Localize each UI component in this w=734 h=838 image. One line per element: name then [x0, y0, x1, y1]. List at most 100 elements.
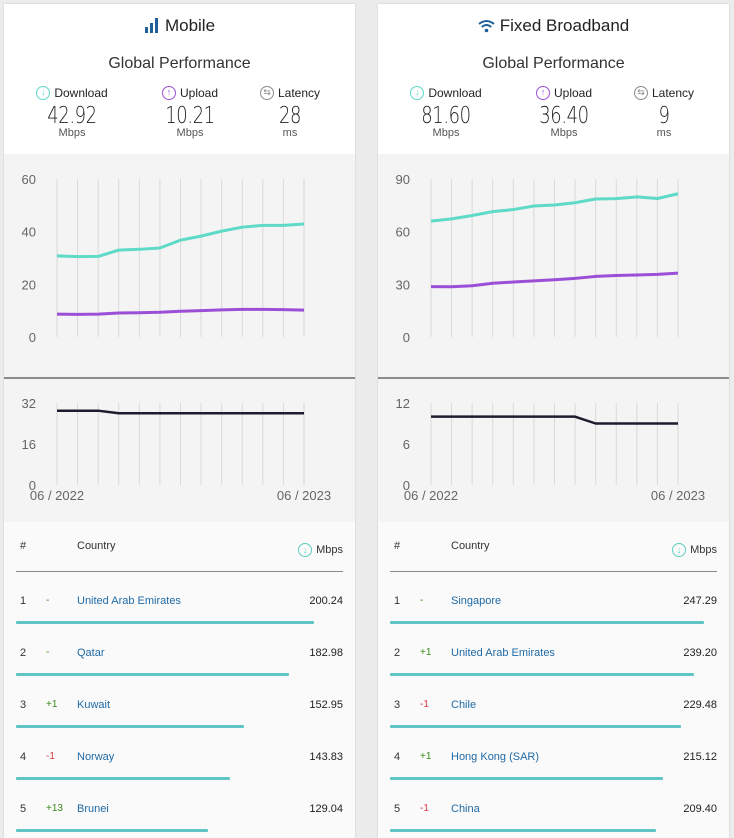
- ranking-row[interactable]: 5 +13 Brunei 129.04: [16, 782, 343, 834]
- rank-change: -: [420, 595, 424, 606]
- metric-value: 42.92: [47, 103, 97, 129]
- col-country: Country: [451, 540, 490, 552]
- country-link[interactable]: United Arab Emirates: [77, 595, 181, 607]
- upload-arrow-icon: ↑: [535, 85, 550, 100]
- wifi-icon: [478, 20, 495, 33]
- rank-change: -1: [46, 751, 55, 762]
- country-speed: 247.29: [683, 595, 717, 607]
- speed-bar: [390, 725, 682, 728]
- y-tick-label: 60: [22, 172, 36, 187]
- panel-title[interactable]: Fixed Broadband: [378, 16, 729, 36]
- latency-arrows-icon: ⇆: [633, 85, 648, 100]
- speed-bar: [16, 673, 289, 676]
- panel-header: Fixed Broadband Global Performance ↓ Down…: [378, 4, 729, 154]
- ranking-row[interactable]: 2 +1 United Arab Emirates 239.20: [390, 626, 717, 678]
- y-tick-label: 90: [396, 172, 410, 187]
- metric-label: Download: [54, 85, 108, 100]
- metric-download: ↓ Download 81.60 Mbps: [396, 82, 496, 139]
- rank-change: -1: [420, 803, 429, 814]
- metric-download: ↓ Download 42.92 Mbps: [22, 82, 122, 139]
- metric-unit: Mbps: [432, 127, 460, 139]
- ranking-table: # Country ↓ Mbps 1 - Singapore 247.29 2 +1 Unit…: [378, 522, 729, 838]
- upload-line[interactable]: [430, 271, 679, 289]
- speed-bar: [390, 673, 694, 676]
- col-speed-label: Mbps: [690, 544, 717, 556]
- rank-number: 3: [394, 699, 401, 711]
- col-speed: ↓ Mbps: [672, 543, 717, 557]
- country-speed: 152.95: [309, 699, 343, 711]
- country-speed: 209.40: [683, 803, 717, 815]
- speed-latency-chart[interactable]: 0 20 40 60 0 16 32 06 / 2022 06 / 2023: [4, 154, 355, 522]
- download-line[interactable]: [56, 222, 305, 259]
- metric-unit: ms: [282, 127, 298, 139]
- speed-bar: [390, 777, 664, 780]
- panel-title[interactable]: Mobile: [4, 16, 355, 36]
- ranking-row[interactable]: 3 -1 Chile 229.48: [390, 678, 717, 730]
- ranking-row[interactable]: 5 -1 China 209.40: [390, 782, 717, 834]
- country-link[interactable]: Singapore: [451, 595, 502, 607]
- rank-change: +13: [46, 803, 63, 814]
- country-link[interactable]: Norway: [77, 751, 115, 763]
- metric-label: Latency: [277, 85, 321, 100]
- col-rank: #: [394, 540, 401, 552]
- download-arrow-icon: ↓: [672, 543, 687, 557]
- metric-value: 9: [658, 103, 670, 129]
- mobile-panel: Mobile Global Performance ↓ Download 42.9…: [4, 4, 355, 838]
- y-tick-label: 12: [396, 396, 410, 411]
- rank-change: +1: [420, 647, 432, 658]
- y-tick-label: 6: [403, 437, 410, 452]
- fixed-broadband-panel: Fixed Broadband Global Performance ↓ Down…: [378, 4, 729, 838]
- rank-number: 4: [394, 751, 401, 763]
- country-link[interactable]: Chile: [451, 699, 477, 711]
- ranking-row[interactable]: 3 +1 Kuwait 152.95: [16, 678, 343, 730]
- ranking-row[interactable]: 4 -1 Norway 143.83: [16, 730, 343, 782]
- rank-number: 4: [20, 751, 27, 763]
- country-link[interactable]: United Arab Emirates: [451, 647, 555, 659]
- speed-chart-area[interactable]: 0 20 40 60 0 16 32 06 / 2022 06 / 2023: [4, 154, 355, 522]
- x-tick-label-end: 06 / 2023: [651, 488, 705, 503]
- latency-line[interactable]: [431, 415, 678, 425]
- ranking-row[interactable]: 4 +1 Hong Kong (SAR) 215.12: [390, 730, 717, 782]
- country-link[interactable]: China: [451, 803, 480, 815]
- col-speed-label: Mbps: [316, 544, 343, 556]
- speed-chart-area[interactable]: 0 30 60 90 0 6 12 06 / 2022 06 / 2023: [378, 154, 729, 522]
- col-speed: ↓ Mbps: [298, 543, 343, 557]
- download-line[interactable]: [430, 192, 679, 223]
- country-speed: 239.20: [683, 647, 717, 659]
- metric-upload: ↑ Upload 36.40 Mbps: [514, 82, 614, 139]
- country-link[interactable]: Brunei: [77, 803, 109, 815]
- rank-number: 5: [20, 803, 27, 815]
- signal-bars-icon: [144, 18, 158, 33]
- ranking-row[interactable]: 2 - Qatar 182.98: [16, 626, 343, 678]
- ranking-row[interactable]: 1 - Singapore 247.29: [390, 574, 717, 626]
- download-arrow-icon: ↓: [410, 85, 425, 100]
- country-link[interactable]: Qatar: [77, 647, 105, 659]
- speed-bar: [16, 829, 209, 832]
- metric-label: Upload: [553, 85, 593, 100]
- ranking-row[interactable]: 1 - United Arab Emirates 200.24: [16, 574, 343, 626]
- metric-unit: Mbps: [58, 127, 86, 139]
- country-link[interactable]: Hong Kong (SAR): [451, 751, 540, 763]
- upload-line[interactable]: [56, 307, 305, 316]
- upload-arrow-icon: ↑: [161, 85, 176, 100]
- rank-number: 5: [394, 803, 401, 815]
- latency-arrows-icon: ⇆: [259, 85, 274, 100]
- country-speed: 182.98: [309, 647, 343, 659]
- metric-upload: ↑ Upload 10.21 Mbps: [140, 82, 240, 139]
- y-tick-label: 0: [29, 478, 36, 493]
- country-speed: 200.24: [309, 595, 343, 607]
- country-speed: 229.48: [683, 699, 717, 711]
- rank-number: 1: [394, 595, 401, 607]
- metric-value: 10.21: [165, 103, 215, 129]
- metric-label: Latency: [651, 85, 695, 100]
- country-speed: 129.04: [309, 803, 343, 815]
- download-arrow-icon: ↓: [36, 85, 51, 100]
- metric-value: 28: [278, 103, 302, 129]
- metric-unit: Mbps: [176, 127, 204, 139]
- country-link[interactable]: Kuwait: [77, 699, 111, 711]
- y-tick-label: 0: [29, 330, 36, 345]
- speed-latency-chart[interactable]: 0 30 60 90 0 6 12 06 / 2022 06 / 2023: [378, 154, 729, 522]
- metric-label: Download: [428, 85, 482, 100]
- y-tick-label: 30: [396, 277, 410, 292]
- latency-line[interactable]: [57, 409, 304, 415]
